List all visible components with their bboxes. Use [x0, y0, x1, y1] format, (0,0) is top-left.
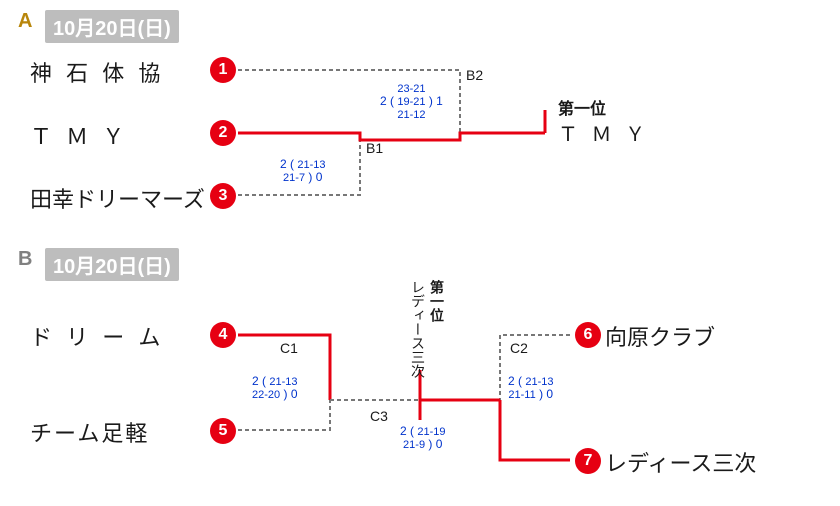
match-b1-score: 2 ( 21-1321-7 ) 0 — [280, 158, 326, 184]
block-b-winner: レディース三次 — [408, 280, 428, 378]
team-4-name: ド リ ー ム — [30, 320, 164, 352]
block-b-winner-label: 第一位 — [427, 280, 447, 322]
block-b-date: 10月20日(日) — [45, 248, 179, 281]
match-c2-score: 2 ( 21-1321-11 ) 0 — [508, 375, 554, 401]
block-a-letter: A — [18, 10, 32, 33]
team-5-name: チーム足軽 — [30, 416, 149, 448]
match-b2-score: 23-21 2 ( 19-21 ) 1 21-12 — [380, 82, 443, 122]
seed-4: 4 — [210, 322, 236, 348]
seed-1: 1 — [210, 57, 236, 83]
seed-2: 2 — [210, 120, 236, 146]
team-1-name: 神 石 体 協 — [30, 56, 164, 88]
match-c3-score: 2 ( 21-1921-9 ) 0 — [400, 425, 446, 451]
block-a-winner: Ｔ Ｍ Ｙ — [558, 118, 649, 147]
match-c1-label: C1 — [280, 340, 298, 356]
block-a-winner-label: 第一位 — [558, 95, 606, 119]
match-c2-label: C2 — [510, 340, 528, 356]
match-c3-label: C3 — [370, 408, 388, 424]
match-b2-label: B2 — [466, 67, 483, 83]
team-6-name: 向原クラブ — [605, 320, 715, 352]
block-b-letter: B — [18, 248, 32, 271]
seed-6: 6 — [575, 322, 601, 348]
seed-3: 3 — [210, 183, 236, 209]
team-7-name: レディース三次 — [605, 446, 756, 478]
block-a-date: 10月20日(日) — [45, 10, 179, 43]
team-2-name: Ｔ Ｍ Ｙ — [30, 119, 128, 151]
match-c1-score: 2 ( 21-1322-20 ) 0 — [252, 375, 298, 401]
seed-7: 7 — [575, 448, 601, 474]
seed-5: 5 — [210, 418, 236, 444]
team-3-name: 田幸ドリーマーズ — [30, 182, 205, 214]
match-b1-label: B1 — [366, 140, 383, 156]
